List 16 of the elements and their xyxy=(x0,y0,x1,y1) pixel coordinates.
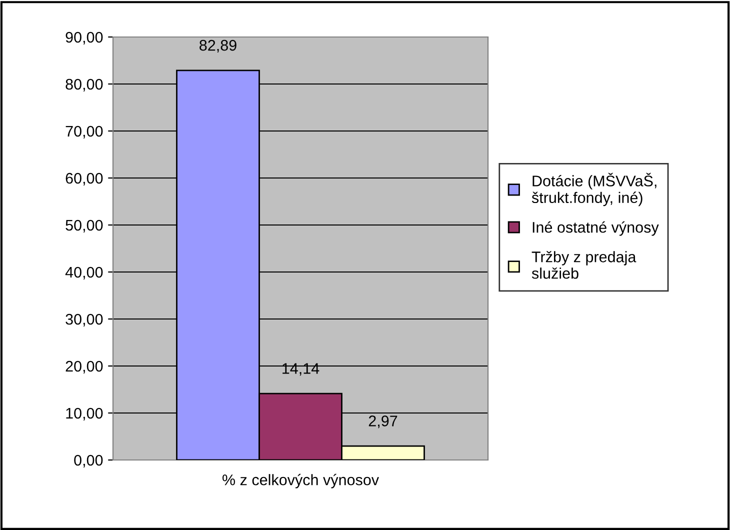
y-tick-label: 50,00 xyxy=(66,220,103,232)
y-tick-label: 70,00 xyxy=(66,126,103,138)
legend-label: Tržby z predaja služieb xyxy=(532,251,636,279)
y-tick-label: 20,00 xyxy=(66,360,103,374)
data-label: 2,97 xyxy=(368,416,398,428)
y-tick-label: 80,00 xyxy=(66,78,103,92)
y-tick-label: 10,00 xyxy=(66,408,103,420)
legend-label: Iné ostatné výnosy xyxy=(532,221,659,236)
y-tick-label: 30,00 xyxy=(66,314,103,326)
legend-label: Dotácie (MŠVVaŠ, štrukt.fondy, iné) xyxy=(532,172,656,206)
x-tick-label: % z celkových výnosov xyxy=(222,474,379,488)
y-tick-label: 0,00 xyxy=(74,454,103,468)
data-label: 82,89 xyxy=(200,40,236,53)
y-tick-label: 60,00 xyxy=(66,172,103,186)
y-tick-label: 40,00 xyxy=(65,266,103,280)
y-tick-label: 90,00 xyxy=(66,32,103,44)
